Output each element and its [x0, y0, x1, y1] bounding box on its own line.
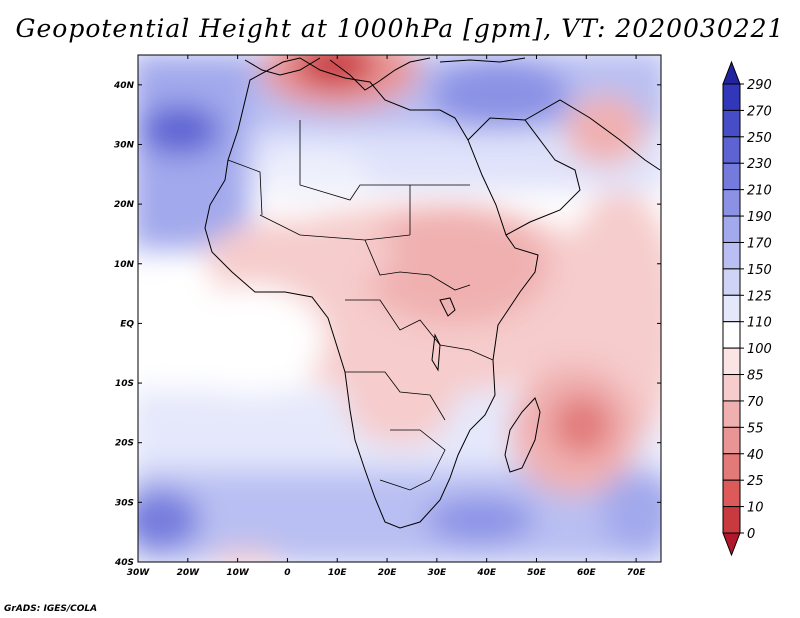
asia-coastline	[524, 99, 661, 171]
colorbar-label: 290	[747, 78, 772, 93]
colorbar-segment	[722, 374, 741, 402]
colorbar-segment	[722, 347, 741, 376]
x-tick-label: 30W	[127, 568, 151, 578]
x-axis: 30W 20W 10W 0 10E 20E 30E 40E 50E 60E 70E	[127, 55, 647, 578]
colorbar-label: 170	[747, 236, 772, 251]
neutral-central-atlantic	[175, 285, 325, 395]
colorbar-top-arrow	[722, 60, 741, 85]
colorbar-label: 230	[747, 157, 772, 172]
west-africa-low	[205, 220, 395, 290]
madagascar-outline	[504, 397, 541, 473]
colorbar-segment	[722, 109, 741, 138]
lake-outlines	[431, 297, 456, 372]
x-tick-label: 30E	[428, 568, 448, 578]
colorbar-label: 100	[747, 342, 772, 357]
country-borders	[227, 120, 494, 491]
height-field	[138, 55, 661, 562]
southern-africa-low	[345, 355, 455, 445]
band-north-west	[138, 60, 250, 250]
colorbar-label: 270	[747, 104, 772, 119]
x-tick-label: 70E	[627, 568, 647, 578]
x-tick-label: 40E	[476, 568, 497, 578]
x-tick-label: 20E	[378, 568, 398, 578]
colorbar-segment	[722, 294, 741, 323]
y-tick-label: 40S	[114, 558, 134, 568]
y-tick-label: 40N	[113, 81, 135, 91]
arabia-outline	[467, 117, 581, 236]
neutral-sahara	[250, 150, 370, 200]
y-tick-label: 30N	[114, 140, 135, 150]
colorbar-segment	[722, 241, 741, 270]
colorbar-segment	[722, 321, 741, 349]
x-tick-label: 20W	[177, 568, 201, 578]
map-frame	[137, 54, 662, 563]
colorbar-segment	[722, 83, 741, 111]
colorbar-label: 85	[747, 369, 764, 384]
iran-low	[565, 95, 645, 165]
colorbar-label: 0	[747, 527, 755, 542]
europe-coastline	[244, 57, 526, 91]
colorbar-label: 10	[747, 501, 764, 516]
colorbar-label: 40	[747, 448, 764, 463]
colorbar-label: 190	[747, 210, 772, 225]
colorbar-segment	[722, 400, 741, 428]
grads-credit: GrADS: IGES/COLA	[4, 604, 98, 614]
colorbar-label: 55	[747, 421, 764, 436]
field-blobs	[138, 55, 661, 562]
colorbar-segment	[722, 426, 741, 455]
madagascar-low-core	[552, 395, 612, 455]
colorbar-segment	[722, 453, 741, 481]
colorbar-label: 110	[747, 316, 772, 331]
colorbar-label: 150	[747, 263, 772, 278]
colorbar-segment	[722, 215, 741, 243]
chart-title: Geopotential Height at 1000hPa [gpm], VT…	[15, 14, 785, 43]
colorbar: 0 10 25 40 55 70 85 100 110 125 150 170 190 210 230 250…	[722, 60, 772, 557]
colorbar-segment	[722, 189, 741, 217]
map-area	[137, 54, 662, 563]
y-tick-label: 20S	[115, 439, 134, 449]
y-tick-label: EQ	[120, 319, 134, 329]
x-tick-label: 10W	[226, 568, 250, 578]
y-tick-label: 10N	[114, 260, 135, 270]
x-tick-label: 50E	[527, 568, 547, 578]
colorbar-label: 25	[747, 474, 764, 489]
colorbar-label: 250	[747, 131, 772, 146]
south-atlantic-small-low	[210, 550, 280, 562]
colorbar-segment	[722, 136, 741, 164]
colorbar-label: 125	[747, 289, 772, 304]
arabia-high	[430, 60, 570, 130]
x-tick-label: 60E	[577, 568, 597, 578]
y-axis: 40N 30N 20N 10N EQ 10S 20S 30S 40S	[113, 81, 661, 568]
colorbar-segment	[722, 479, 741, 508]
y-tick-label: 10S	[115, 379, 134, 389]
south-indian-high-core	[425, 498, 535, 542]
x-tick-label: 0	[284, 568, 290, 578]
colorbar-bottom-arrow	[722, 532, 741, 557]
azores-high-core	[140, 105, 220, 155]
southeast-high	[600, 470, 661, 550]
colorbar-segment	[722, 268, 741, 296]
south-atlantic-high-core	[138, 490, 200, 550]
colorbar-label: 70	[747, 395, 764, 410]
y-tick-label: 20N	[114, 200, 135, 210]
africa-coastline	[204, 57, 539, 529]
colorbar-label: 210	[747, 184, 772, 199]
colorbar-segment	[722, 506, 741, 534]
y-tick-label: 30S	[115, 498, 134, 508]
colorbar-segment	[722, 162, 741, 191]
med-low-core	[295, 55, 375, 87]
x-tick-label: 10E	[328, 568, 348, 578]
